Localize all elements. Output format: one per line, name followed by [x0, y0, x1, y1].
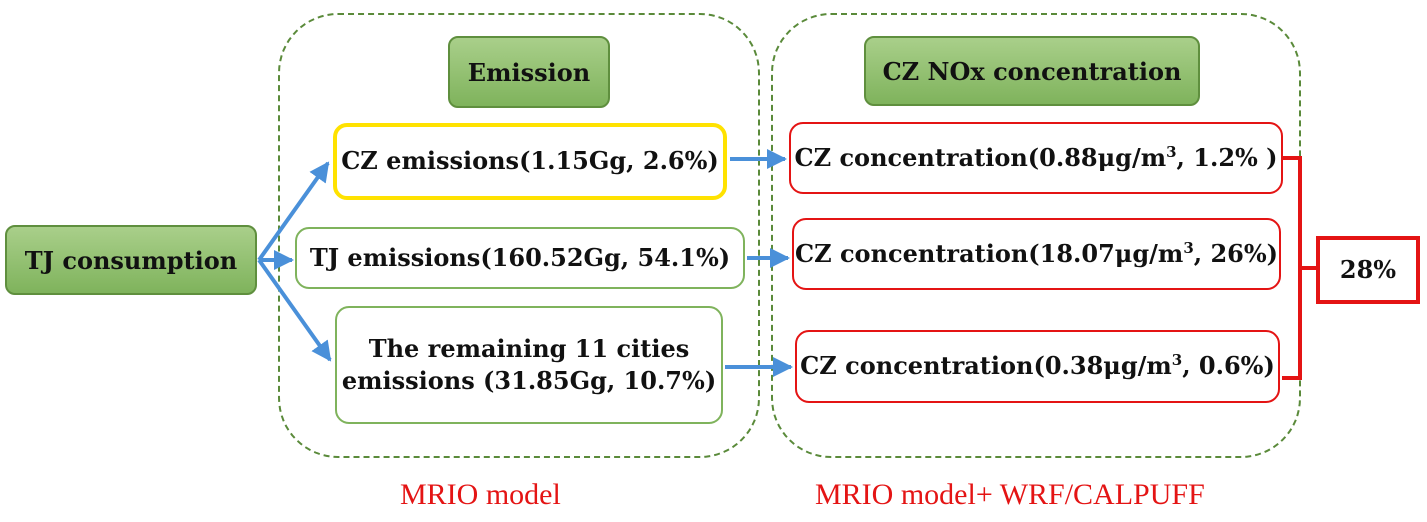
cz-emissions-node: CZ emissions(1.15Gg, 2.6%) — [333, 123, 727, 200]
remaining-cities-line2: emissions (31.85Gg, 10.7%) — [341, 366, 717, 395]
cz-concentration-node-2: CZ concentration(18.07μg/m3, 26%) — [792, 218, 1281, 290]
concentration-header: CZ NOx concentration — [864, 36, 1200, 106]
cz-concentration-2-text: CZ concentration(18.07μg/m3, 26%) — [794, 238, 1279, 268]
emission-group — [278, 13, 760, 458]
remaining-cities-line1: The remaining 11 cities — [368, 333, 690, 363]
tj-consumption-node: TJ consumption — [5, 225, 257, 295]
total-percentage-box: 28% — [1316, 236, 1420, 304]
summary-bracket — [1282, 156, 1316, 380]
tj-emissions-node: TJ emissions(160.52Gg, 54.1%) — [295, 227, 745, 289]
mrio-wrf-calpuff-caption: MRIO model+ WRF/CALPUFF — [815, 478, 1205, 511]
cz-concentration-node-1: CZ concentration(0.88μg/m3, 1.2% ) — [789, 122, 1283, 194]
remaining-cities-emissions-node: The remaining 11 cities emissions (31.85… — [335, 306, 723, 424]
arrow-to-remaining-emissions — [257, 258, 332, 362]
emission-header: Emission — [448, 36, 610, 108]
cz-concentration-3-text: CZ concentration(0.38μg/m3, 0.6%) — [800, 351, 1275, 381]
cz-concentration-1-text: CZ concentration(0.88μg/m3, 1.2% ) — [794, 142, 1278, 172]
cz-concentration-node-3: CZ concentration(0.38μg/m3, 0.6%) — [795, 330, 1280, 403]
arrow-to-cz-emissions — [257, 161, 330, 262]
mrio-model-caption: MRIO model — [400, 478, 561, 511]
